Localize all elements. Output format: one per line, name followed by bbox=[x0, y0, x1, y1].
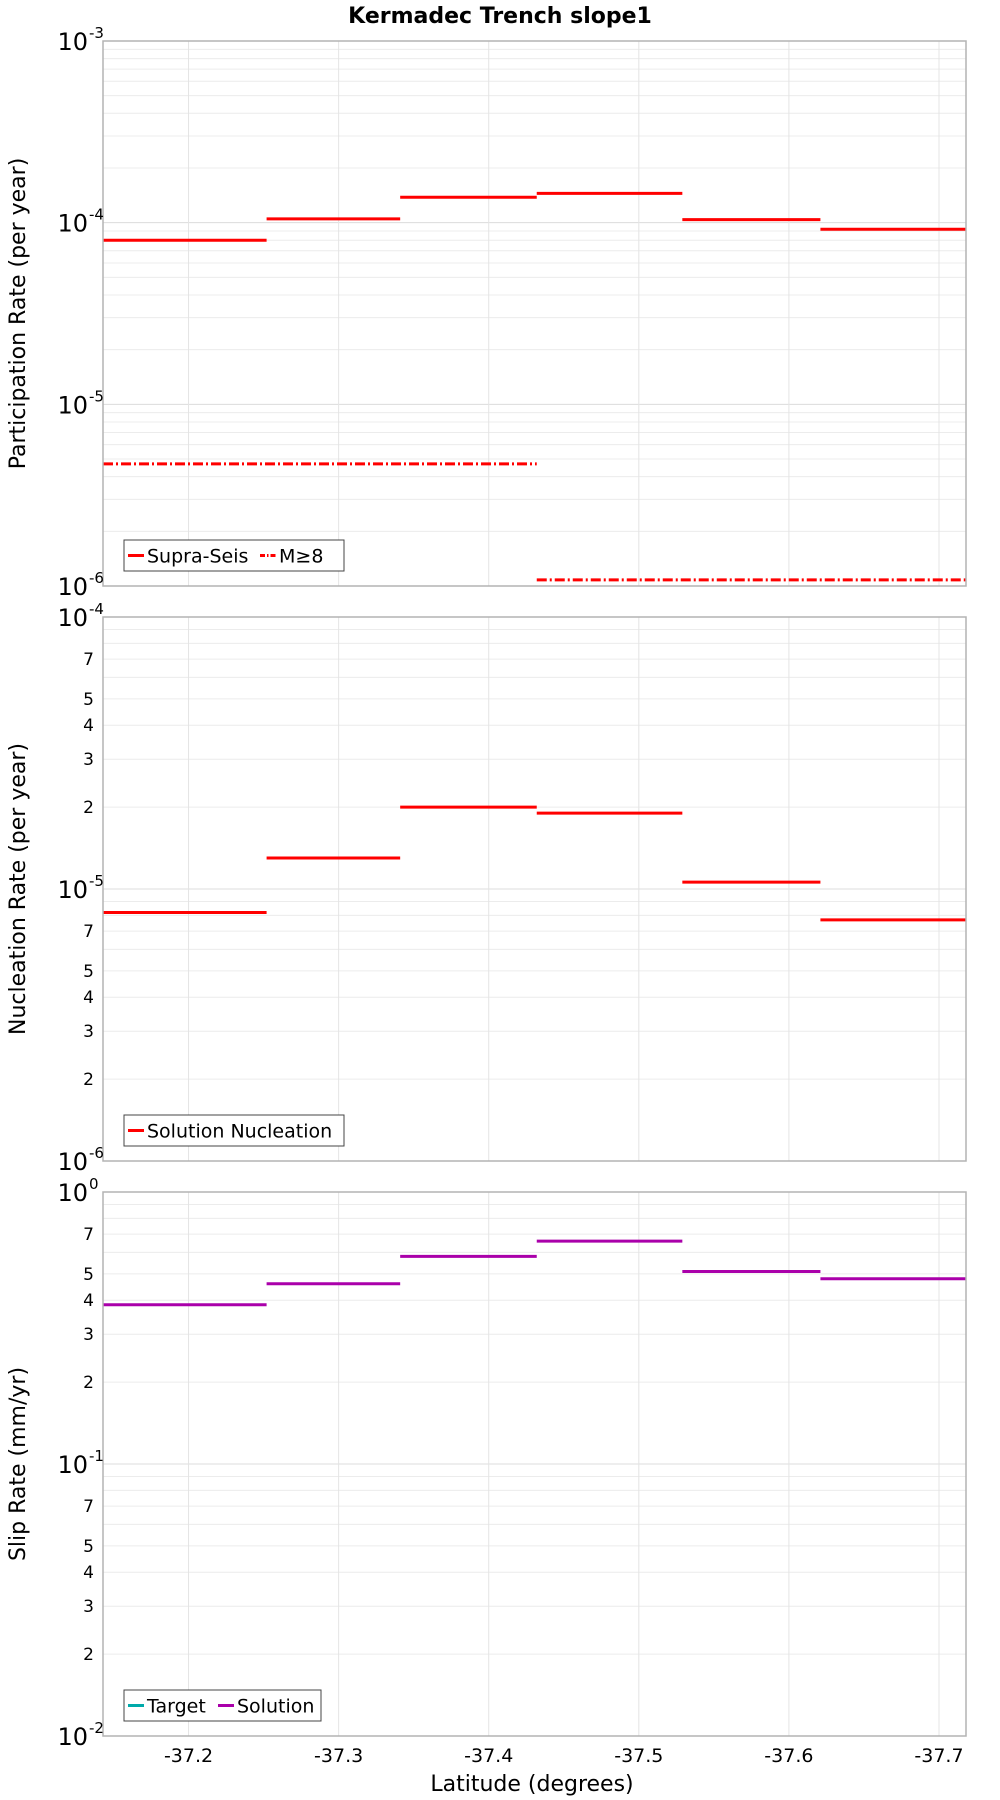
gridlines bbox=[103, 616, 966, 1162]
y-tick-base: 10 bbox=[57, 1179, 88, 1207]
y-tick-label: 10 -6 bbox=[57, 569, 104, 601]
series-solution bbox=[103, 1239, 966, 1307]
y-tick-exponent: -4 bbox=[89, 600, 104, 618]
plot-frame bbox=[102, 1191, 967, 1737]
y-tick-label: 10 -5 bbox=[57, 387, 104, 419]
y-minor-tick-label: 7 bbox=[83, 1497, 94, 1517]
y-minor-tick-label: 2 bbox=[83, 1373, 94, 1393]
y-axis-title: Participation Rate (per year) bbox=[6, 158, 31, 470]
legend: Target Solution bbox=[123, 1689, 322, 1722]
y-tick-label: 10 -4 bbox=[57, 206, 104, 238]
y-tick-base: 10 bbox=[57, 604, 88, 632]
legend-item: Solution Nucleation bbox=[128, 1121, 332, 1143]
y-minor-tick-label: 3 bbox=[83, 1325, 94, 1345]
y-tick-label: 10 -6 bbox=[57, 1144, 104, 1176]
y-minor-tick-label: 5 bbox=[83, 1537, 94, 1557]
y-minor-tick-label: 5 bbox=[83, 690, 94, 710]
y-minor-tick-label: 3 bbox=[83, 750, 94, 770]
legend: Solution Nucleation bbox=[123, 1114, 345, 1147]
series-solution-nucleation bbox=[103, 805, 966, 922]
legend-box bbox=[123, 539, 345, 572]
plot-frame bbox=[102, 40, 967, 587]
gridlines bbox=[103, 1191, 966, 1737]
y-tick-label: 10 -3 bbox=[57, 24, 104, 56]
y-tick-label: 10 -2 bbox=[57, 1719, 104, 1751]
x-axis-title: Latitude (degrees) bbox=[430, 1772, 633, 1797]
y-tick-exponent: -6 bbox=[89, 569, 104, 587]
legend: Supra-Seis M≥8 bbox=[123, 539, 345, 572]
legend-box bbox=[123, 1114, 345, 1147]
y-minor-tick-label: 5 bbox=[83, 962, 94, 982]
y-tick-base: 10 bbox=[57, 28, 88, 56]
y-minor-tick-label: 4 bbox=[83, 716, 94, 736]
x-tick-label: -37.4 bbox=[464, 1745, 513, 1767]
y-tick-exponent: -5 bbox=[89, 872, 104, 890]
y-tick-exponent: -5 bbox=[89, 387, 104, 405]
legend-label: Target bbox=[146, 1696, 206, 1718]
plot-frame bbox=[102, 616, 967, 1162]
legend-item: Solution bbox=[218, 1696, 314, 1718]
y-tick-base: 10 bbox=[57, 1148, 88, 1176]
y-tick-base: 10 bbox=[57, 1451, 88, 1479]
series-supra-seis bbox=[103, 191, 966, 242]
y-tick-base: 10 bbox=[57, 573, 88, 601]
y-tick-exponent: -2 bbox=[89, 1719, 104, 1737]
y-tick-base: 10 bbox=[57, 391, 88, 419]
legend-item: Supra-Seis bbox=[128, 546, 248, 568]
y-minor-tick-label: 3 bbox=[83, 1597, 94, 1617]
y-tick-base: 10 bbox=[57, 876, 88, 904]
y-tick-exponent: -1 bbox=[89, 1447, 104, 1465]
x-tick-label: -37.3 bbox=[314, 1745, 363, 1767]
y-axis-title: Slip Rate (mm/yr) bbox=[6, 1367, 31, 1561]
chart-title: Kermadec Trench slope1 bbox=[348, 4, 652, 29]
y-tick-base: 10 bbox=[57, 210, 88, 238]
y-axis-title: Nucleation Rate (per year) bbox=[6, 743, 31, 1035]
y-minor-tick-label: 7 bbox=[83, 650, 94, 670]
x-tick-label: -37.2 bbox=[164, 1745, 213, 1767]
y-tick-label: 10 -4 bbox=[57, 600, 104, 632]
y-tick-exponent: -4 bbox=[89, 206, 104, 224]
y-minor-tick-label: 4 bbox=[83, 1563, 94, 1583]
plot-area bbox=[103, 41, 966, 586]
y-tick-label: 10 -1 bbox=[57, 1447, 104, 1479]
y-minor-tick-label: 2 bbox=[83, 798, 94, 818]
y-tick-exponent: -6 bbox=[89, 1144, 104, 1162]
y-minor-tick-label: 2 bbox=[83, 1645, 94, 1665]
series-m-8 bbox=[103, 462, 966, 582]
legend-label: M≥8 bbox=[279, 546, 323, 568]
y-tick-label: 10 0 bbox=[57, 1175, 98, 1207]
y-tick-exponent: -3 bbox=[89, 24, 104, 42]
legend-label: Solution bbox=[237, 1696, 314, 1718]
legend-label: Supra-Seis bbox=[147, 546, 248, 568]
y-tick-label: 10 -5 bbox=[57, 872, 104, 904]
y-minor-tick-label: 4 bbox=[83, 988, 94, 1008]
y-minor-tick-label: 7 bbox=[83, 922, 94, 942]
legend-label: Solution Nucleation bbox=[147, 1121, 332, 1143]
x-tick-label: -37.5 bbox=[614, 1745, 663, 1767]
y-minor-tick-label: 3 bbox=[83, 1022, 94, 1042]
y-minor-tick-label: 7 bbox=[83, 1225, 94, 1245]
y-tick-base: 10 bbox=[57, 1723, 88, 1751]
x-tick-label: -37.7 bbox=[914, 1745, 963, 1767]
y-minor-tick-label: 5 bbox=[83, 1265, 94, 1285]
y-minor-tick-label: 2 bbox=[83, 1070, 94, 1090]
legend-item: M≥8 bbox=[260, 546, 323, 568]
legend-item: Target bbox=[128, 1696, 206, 1718]
y-tick-exponent: 0 bbox=[89, 1175, 99, 1193]
y-minor-tick-label: 4 bbox=[83, 1291, 94, 1311]
x-tick-label: -37.6 bbox=[764, 1745, 813, 1767]
